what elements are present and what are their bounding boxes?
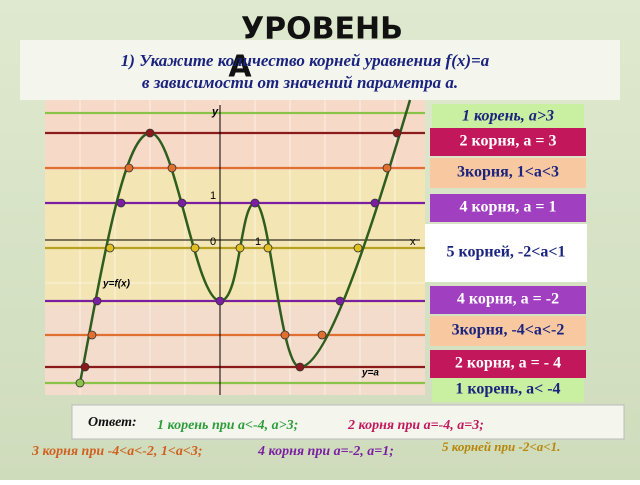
roots	[75, 128, 402, 388]
answer-box	[71, 404, 625, 440]
case: 4 корня, a = 1	[460, 199, 557, 216]
line-label: y=a	[361, 368, 379, 379]
case-box	[432, 104, 584, 128]
case-box	[432, 378, 584, 402]
y-axis-label: y	[211, 106, 219, 118]
case-box	[430, 158, 586, 188]
origin-label: 0	[210, 236, 216, 248]
question-line2: в зависимости от значений параметра a.	[142, 73, 458, 92]
case-box	[425, 224, 587, 282]
header-band	[20, 40, 620, 100]
band	[45, 100, 425, 170]
x-one-label: 1	[255, 236, 261, 248]
answer-part: 5 корней при -2<a<1.	[442, 439, 560, 454]
case: 4 корня, a = -2	[457, 291, 559, 308]
x-axis-label: x	[410, 236, 416, 248]
question-line1: 1) Укажите количество корней уравнения f…	[121, 51, 490, 70]
case-box	[430, 128, 586, 156]
cases: 1 корень, a>3 2 корня, a = 3 3корня, 1<a…	[425, 104, 587, 402]
case-box	[430, 286, 586, 314]
case: 3корня, 1<a<3	[457, 164, 559, 181]
answer-part: 2 корня при a=-4, a=3;	[347, 418, 484, 433]
answer-part: 1 корень при a<-4, a>3;	[157, 418, 298, 433]
case: 3корня, -4<a<-2	[452, 322, 565, 339]
curve-label: y=f(x)	[102, 279, 131, 290]
case: 1 корень, a>3	[462, 108, 554, 125]
case: 2 корня, a = 3	[460, 133, 557, 150]
case: 1 корень, a< -4	[455, 381, 560, 398]
case: 2 корня, a = - 4	[455, 355, 561, 372]
answer-label: Ответ:	[88, 415, 137, 430]
case-box	[430, 194, 586, 222]
case-box	[430, 350, 586, 378]
case: 5 корней, -2<a<1	[446, 244, 565, 261]
answer-part: 3 корня при -4<a<-2, 1<a<3;	[31, 444, 203, 459]
band	[45, 305, 425, 395]
y-one-label: 1	[210, 190, 216, 202]
title: А	[228, 50, 252, 85]
title-line1: УРОВЕНЬ	[241, 12, 403, 47]
case-box	[430, 316, 586, 346]
answer-part: 4 корня при a=-2, a=1;	[257, 444, 394, 459]
